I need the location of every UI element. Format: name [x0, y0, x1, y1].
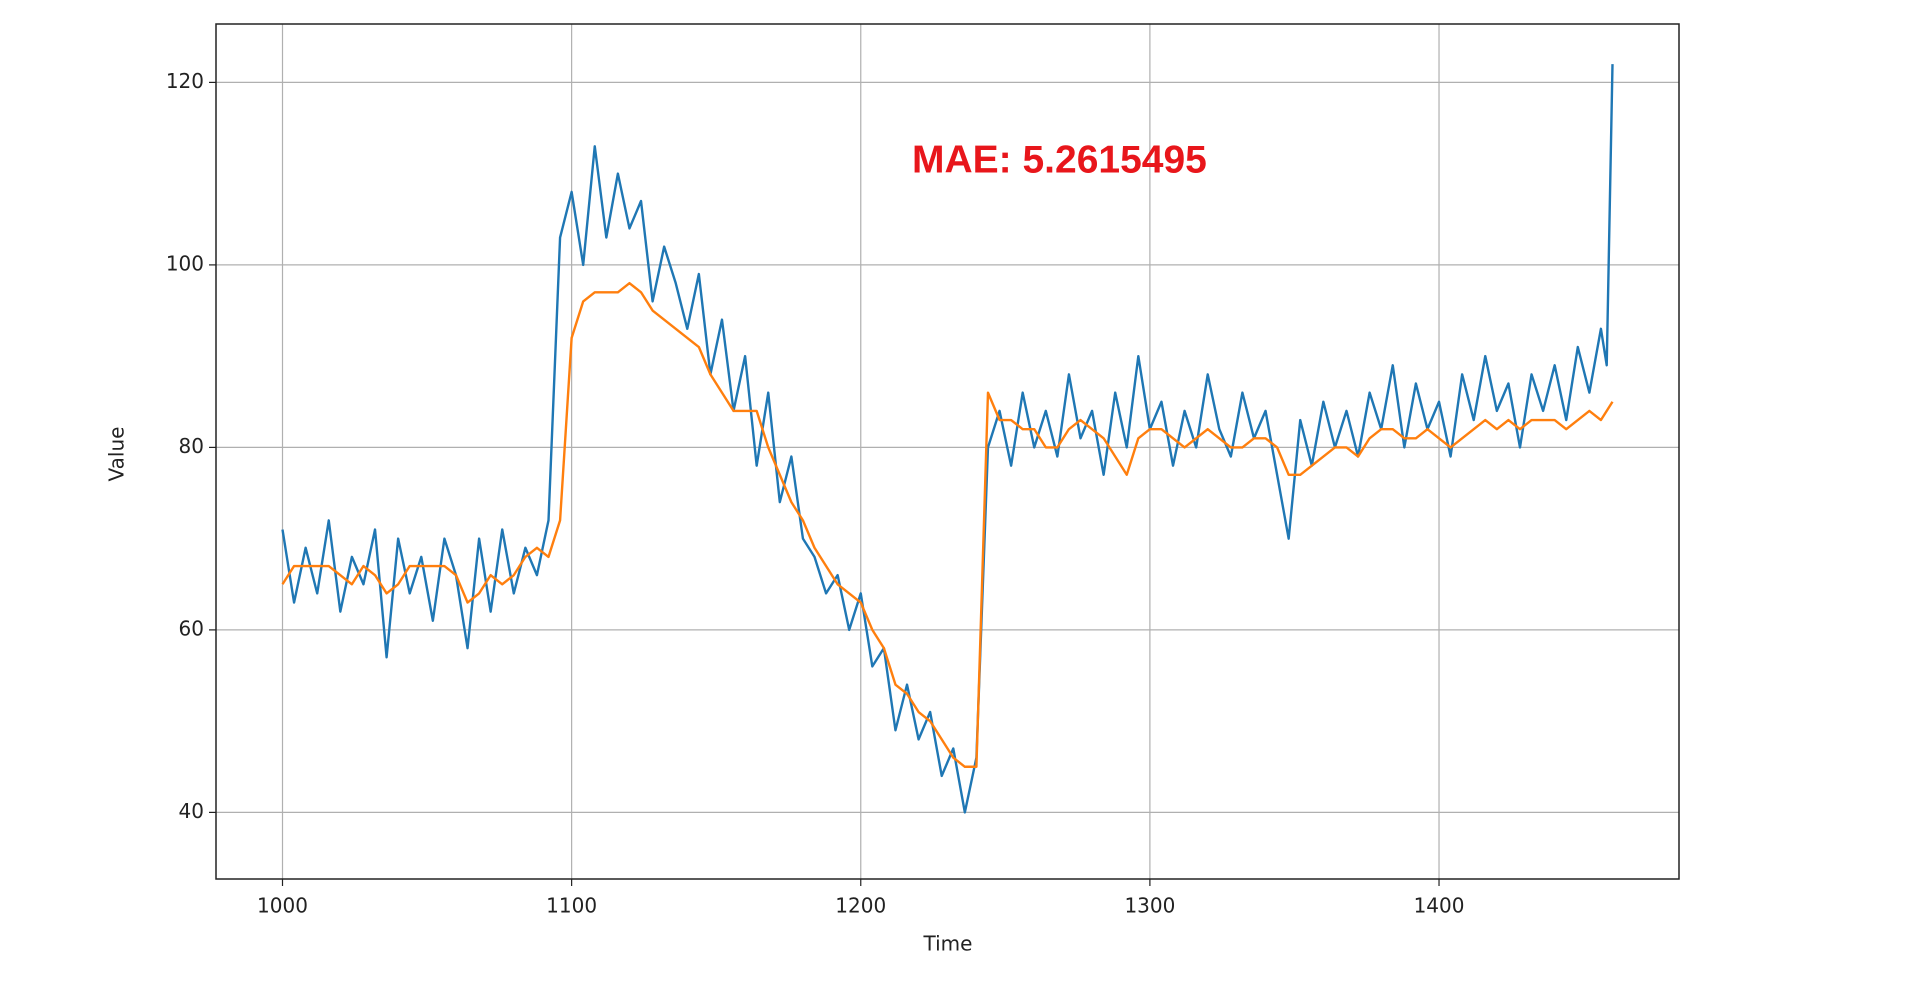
x-tick-label: 1200 — [835, 894, 886, 918]
x-axis-label: Time — [923, 932, 973, 956]
x-tick-label: 1100 — [546, 894, 597, 918]
y-tick-label: 100 — [166, 251, 204, 275]
x-tick-label: 1000 — [257, 894, 308, 918]
y-tick-label: 60 — [179, 616, 204, 640]
annotation: MAE: 5.2615495 — [912, 138, 1207, 181]
y-tick-label: 80 — [179, 434, 204, 458]
y-axis-label: Value — [105, 427, 129, 482]
x-tick-label: 1400 — [1414, 894, 1465, 918]
series-line — [281, 64, 1614, 814]
plot-frame — [215, 23, 1680, 880]
x-tick-label: 1300 — [1124, 894, 1175, 918]
y-tick-label: 40 — [179, 799, 204, 823]
y-tick-label: 120 — [166, 69, 204, 93]
series-line — [281, 281, 1614, 768]
